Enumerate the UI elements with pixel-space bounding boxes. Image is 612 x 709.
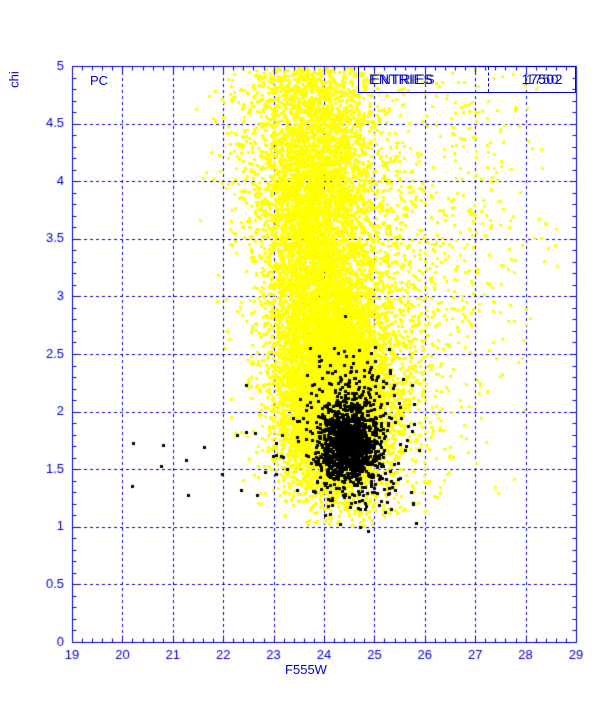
x-axis-title: F555W — [285, 662, 327, 677]
y-axis-title: chi — [6, 71, 22, 88]
detector-label: PC — [90, 73, 109, 88]
stats-box-divider — [488, 67, 489, 92]
stats-entries-label: ENTRIES — [369, 71, 434, 87]
stats-entries-label-overlay: ENTRIES — [371, 71, 436, 87]
stats-entries-value: 17502 — [521, 71, 563, 87]
stats-box: ENTRIES ENTRIES 1750 17502 — [358, 66, 576, 93]
stats-entries-value-overlay: 1750 — [525, 71, 559, 87]
